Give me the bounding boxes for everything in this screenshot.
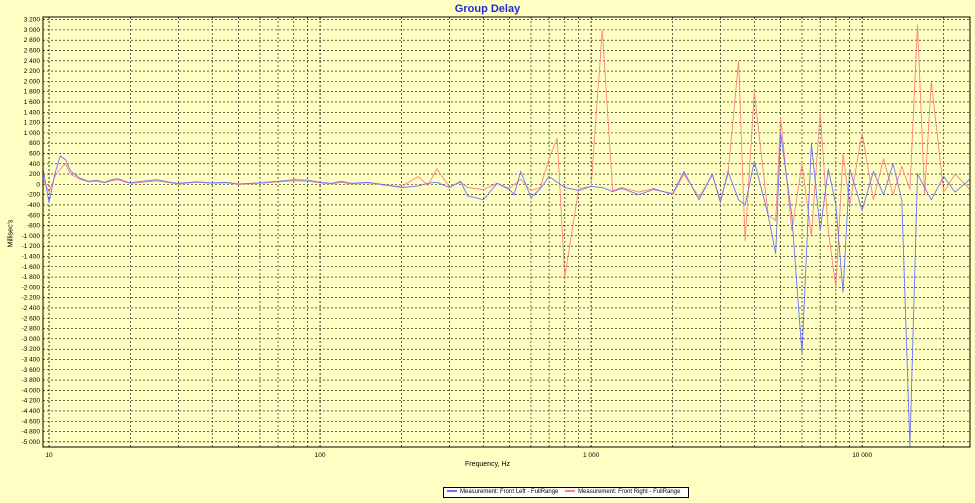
y-tick-label: -800 [27,223,40,230]
y-tick-label: -5 000 [22,439,41,446]
y-tick-label: 2 400 [24,58,41,65]
y-tick-label: -4 600 [22,418,41,425]
series-line-front-right [42,24,971,288]
y-tick-label: 0 [36,181,40,188]
y-tick-label: -4 000 [22,387,41,394]
y-tick-label: -1 800 [22,274,41,281]
y-tick-label: 1 600 [24,99,41,106]
y-tick-label: 600 [29,150,40,157]
legend-label-front-left: Measurement: Front Left - FullRange [460,489,559,495]
grid [43,17,970,447]
y-tick-label: -4 200 [22,398,41,405]
y-tick-label: -3 000 [22,336,41,343]
series-line-front-left [42,132,971,448]
y-tick-label: -2 400 [22,305,41,312]
legend-label-front-right: Measurement: Front Right - FullRange [578,489,681,495]
y-tick-label: 3 200 [24,17,41,24]
y-tick-label: 2 800 [24,37,41,44]
x-tick-label: 10 000 [852,452,872,459]
plot-frame [42,16,971,448]
x-tick-labels: 10 100 1 000 10 000 [45,452,872,459]
legend-swatch-front-left [447,490,457,493]
y-tick-label: 2 000 [24,78,41,85]
y-tick-label: -1 400 [22,253,41,260]
y-tick-label: -200 [27,192,40,199]
y-tick-label: 1 000 [24,130,41,137]
y-tick-label: -3 400 [22,356,41,363]
chart-title: Group Delay [454,3,521,15]
y-tick-label: 1 200 [24,120,41,127]
x-tick-label: 10 [45,452,53,459]
y-tick-label: 2 600 [24,47,41,54]
legend-item-front-right: Measurement: Front Right - FullRange [565,488,680,497]
y-tick-label: 400 [29,161,40,168]
x-tick-label: 100 [315,452,326,459]
y-tick-label: -1 000 [22,233,41,240]
y-tick-label: 200 [29,171,40,178]
y-tick-label: -2 000 [22,284,41,291]
y-tick-label: 800 [29,140,40,147]
legend-item-front-left: Measurement: Front Left - FullRange [447,488,558,497]
y-tick-label: -4 800 [22,429,41,436]
y-tick-label: -4 400 [22,408,41,415]
y-tick-label: -600 [27,212,40,219]
y-tick-label: 1 400 [24,109,41,116]
y-tick-label: -3 600 [22,367,41,374]
legend: Measurement: Front Left - FullRange Meas… [443,487,690,498]
y-tick-label: -3 800 [22,377,41,384]
y-tick-labels: 3 200 3 000 2 800 2 600 2 400 2 200 2 000 1 800… [22,17,41,446]
x-tick-label: 1 000 [583,452,600,459]
y-tick-label: -2 200 [22,295,41,302]
y-tick-label: -400 [27,202,40,209]
y-tick-label: 1 800 [24,89,41,96]
y-tick-label: -3 200 [22,346,41,353]
y-tick-label: 2 200 [24,68,41,75]
y-tick-label: -2 800 [22,326,41,333]
y-tick-label: -2 600 [22,315,41,322]
y-tick-label: 3 000 [24,27,41,34]
x-axis-label: Frequency, Hz [465,461,510,468]
y-tick-label: -1 200 [22,243,41,250]
y-tick-label: -1 600 [22,264,41,271]
series-lines [42,24,971,448]
legend-swatch-front-right [565,490,576,493]
